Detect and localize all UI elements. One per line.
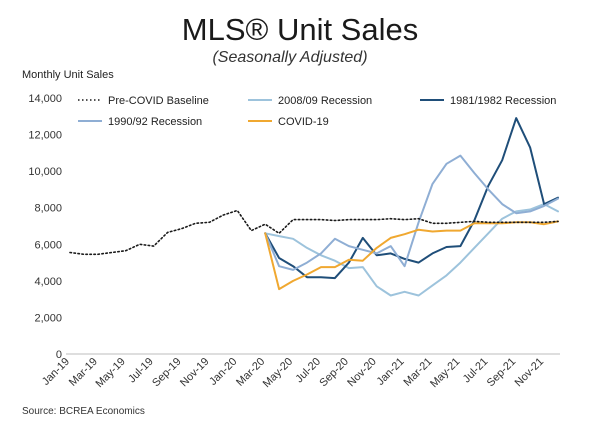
- x-tick-label: May-21: [428, 356, 462, 390]
- series-line-1981-1982-recession: [264, 117, 559, 280]
- x-axis-ticks: Jan-19Mar-19May-19Jul-19Sep-19Nov-19Jan-…: [40, 356, 546, 390]
- x-tick-label: Sep-20: [317, 356, 351, 390]
- y-tick-label: 8,000: [34, 203, 62, 215]
- legend-label: 1981/1982 Recession: [450, 95, 556, 107]
- y-tick-label: 12,000: [28, 130, 62, 142]
- x-tick-label: Nov-20: [345, 356, 379, 390]
- x-tick-label: May-19: [93, 356, 127, 390]
- x-tick-label: Sep-21: [485, 356, 519, 390]
- chart-subtitle: (Seasonally Adjusted): [212, 49, 367, 66]
- series-line-2008-09-recession: [264, 203, 559, 297]
- legend-label: 1990/92 Recession: [108, 116, 202, 128]
- x-tick-label: Nov-21: [513, 356, 547, 390]
- y-tick-label: 6,000: [34, 239, 62, 251]
- series-line-covid-19: [264, 220, 559, 291]
- x-tick-label: Nov-19: [178, 356, 212, 390]
- legend-label: Pre-COVID Baseline: [108, 95, 209, 107]
- y-tick-label: 4,000: [34, 276, 62, 288]
- y-tick-label: 2,000: [34, 312, 62, 324]
- legend-label: 2008/09 Recession: [278, 95, 372, 107]
- source-note: Source: BCREA Economics: [22, 406, 145, 417]
- series-line-1990-92-recession: [264, 154, 559, 271]
- y-tick-label: 10,000: [28, 166, 62, 178]
- x-tick-label: Sep-19: [150, 356, 184, 390]
- y-axis-ticks: 0 2,000 4,000 6,000 8,000 10,000 12,000 14,000: [28, 93, 62, 361]
- y-tick-label: 14,000: [28, 93, 62, 105]
- series-lines: [69, 117, 559, 297]
- y-tick-label: 0: [56, 349, 62, 361]
- x-tick-label: May-20: [261, 356, 295, 390]
- legend: Pre-COVID Baseline 2008/09 Recession 1981/…: [78, 95, 556, 128]
- y-axis-label: Monthly Unit Sales: [22, 69, 114, 81]
- series-line-pre-covid-baseline: [69, 209, 559, 256]
- chart-title: MLS® Unit Sales: [182, 12, 418, 47]
- legend-label: COVID-19: [278, 116, 329, 128]
- x-tick-label: Jan-21: [374, 356, 406, 388]
- x-tick-label: Jan-20: [207, 356, 239, 388]
